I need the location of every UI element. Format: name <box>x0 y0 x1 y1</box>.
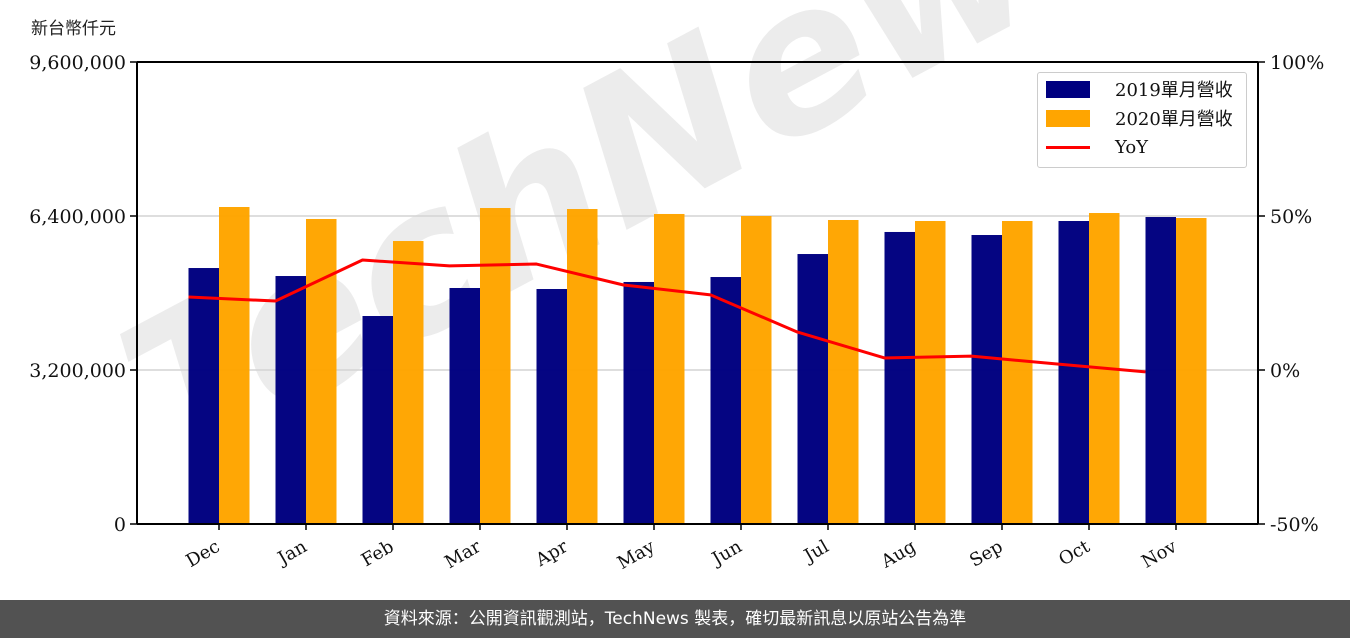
x-tick-label-mar: Mar <box>441 536 485 573</box>
y2-tick-label: -50% <box>1270 514 1319 536</box>
bar-2020-sep <box>1002 221 1033 524</box>
legend-label-2019: 2019單月營收 <box>1115 80 1233 101</box>
x-tick-label-apr: Apr <box>531 536 571 571</box>
bar-2019-dec <box>188 268 219 524</box>
bar-2019-jan <box>275 276 306 524</box>
y2-tick-label: 50% <box>1270 206 1312 228</box>
y-tick-label: 6,400,000 <box>29 206 126 228</box>
bar-2020-jun <box>741 216 772 524</box>
yoy-line-series <box>188 258 1146 374</box>
bar-2020-jan <box>306 218 337 524</box>
x-tick-label-jan: Jan <box>273 536 311 570</box>
revenue-chart: TechNews 03,200,0006,400,0009,600,000-50… <box>29 0 1324 574</box>
y-tick-label: 9,600,000 <box>29 52 126 74</box>
legend: 2019單月營收 2020單月營收 YoY <box>1037 72 1247 168</box>
y2-tick-label: 0% <box>1270 360 1300 382</box>
source-footer: 資料來源：公開資訊觀測站，TechNews 製表，確切最新訊息以原站公告為準 <box>0 600 1350 638</box>
x-tick-label-oct: Oct <box>1055 536 1094 571</box>
y-tick-label: 3,200,000 <box>29 360 126 382</box>
legend-label-2020: 2020單月營收 <box>1115 109 1233 130</box>
y-axis-unit-label: 新台幣仟元 <box>31 19 116 39</box>
x-tick-label-feb: Feb <box>358 536 398 571</box>
legend-item-yoy: YoY <box>1046 135 1148 159</box>
bar-2019-jun <box>710 277 741 524</box>
legend-swatch-2020 <box>1046 109 1090 127</box>
x-tick-label-may: May <box>614 536 659 574</box>
bar-2020-may <box>654 213 685 524</box>
bar-2020-feb <box>393 241 424 524</box>
bar-2019-oct <box>1058 221 1089 524</box>
x-tick-label-jul: Jul <box>799 536 833 568</box>
x-tick-label-nov: Nov <box>1138 536 1181 573</box>
legend-line-yoy <box>1046 146 1090 149</box>
x-tick-label-jun: Jun <box>707 536 746 571</box>
legend-item-2020: 2020單月營收 <box>1046 106 1233 130</box>
bar-2020-nov <box>1176 218 1207 525</box>
legend-label-yoy: YoY <box>1115 136 1149 158</box>
x-tick-label-dec: Dec <box>183 536 224 572</box>
bar-2019-may <box>623 281 654 524</box>
bar-2020-apr <box>567 209 598 524</box>
bar-series <box>188 207 1207 525</box>
bar-2019-feb <box>362 316 393 524</box>
bar-2019-mar <box>449 287 480 524</box>
yoy-line <box>188 258 1146 374</box>
bar-2020-aug <box>915 221 946 524</box>
bar-2020-dec <box>219 207 250 525</box>
y2-tick-label: 100% <box>1270 52 1324 74</box>
legend-item-2019: 2019單月營收 <box>1046 77 1233 101</box>
x-tick-label-sep: Sep <box>966 536 1006 571</box>
legend-swatch-2019 <box>1046 80 1090 98</box>
bar-2019-nov <box>1145 217 1176 524</box>
bar-2019-sep <box>971 235 1002 524</box>
bar-2019-apr <box>536 289 567 524</box>
bar-2020-mar <box>480 208 511 525</box>
y-tick-label: 0 <box>114 514 126 536</box>
bar-2020-jul <box>828 219 859 524</box>
x-tick-label-aug: Aug <box>877 536 920 573</box>
bar-2019-jul <box>797 254 828 525</box>
bar-2019-aug <box>884 231 915 525</box>
axes <box>136 61 1259 525</box>
